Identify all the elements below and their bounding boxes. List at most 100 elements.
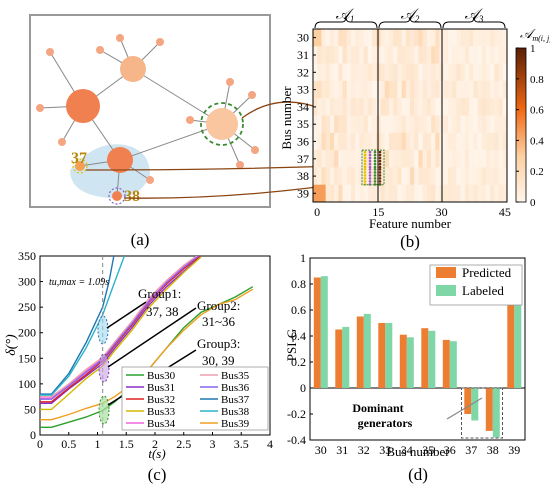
heatmap-cell bbox=[447, 29, 453, 47]
bar-plot-frame bbox=[309, 257, 526, 441]
bus-38-node bbox=[112, 191, 122, 201]
series-line bbox=[40, 256, 198, 398]
heatmap-cell bbox=[376, 98, 381, 116]
heatmap-cell bbox=[456, 132, 461, 151]
heatmap-cell bbox=[380, 29, 385, 47]
heatmap-cell bbox=[426, 115, 432, 134]
heatmap-cell bbox=[321, 63, 326, 82]
heatmap-cell bbox=[367, 46, 373, 64]
group-label-a2: 𝒜2 bbox=[401, 7, 420, 24]
heatmap-cell bbox=[410, 167, 415, 185]
heatmap-xlabel: Feature number bbox=[369, 216, 452, 231]
bar bbox=[313, 277, 321, 388]
heatmap-cell bbox=[401, 98, 407, 116]
heatmap-cell bbox=[317, 29, 322, 47]
heatmap-cell bbox=[422, 132, 428, 151]
heatmap-cell bbox=[473, 46, 478, 64]
heatmap-cell bbox=[485, 150, 491, 168]
heatmap-cell bbox=[393, 167, 398, 185]
heatmap-cell bbox=[490, 46, 495, 64]
bus-node bbox=[116, 34, 124, 42]
heatmap-cell bbox=[355, 150, 360, 168]
heatmap-cell bbox=[355, 98, 360, 116]
line-ylabel: δ(°) bbox=[4, 334, 19, 356]
heatmap-cell bbox=[447, 115, 453, 134]
heatmap-cell bbox=[321, 29, 326, 47]
heatmap-cell bbox=[325, 150, 331, 168]
heatmap-cell bbox=[321, 184, 326, 203]
heatmap-cell bbox=[405, 46, 411, 64]
heatmap-cell bbox=[456, 184, 461, 203]
heatmap-cell bbox=[418, 46, 423, 64]
heatmap-cell bbox=[473, 184, 478, 203]
heatmap-ytick: 30 bbox=[297, 31, 309, 45]
heatmap-cell bbox=[388, 63, 394, 82]
heatmap-cell bbox=[346, 184, 352, 203]
heatmap-ytick: 31 bbox=[297, 48, 309, 62]
heatmap-cell bbox=[321, 150, 326, 168]
heatmap-cell bbox=[363, 80, 369, 99]
heatmap-cell bbox=[321, 132, 326, 151]
heatmap-cell bbox=[359, 63, 364, 82]
bus-node bbox=[156, 38, 164, 46]
panel-d: -0.4 -0.2 0 0.2 0.4 0.6 0.8 1 30 31 32 33 34 35 36 37 38… bbox=[284, 251, 526, 484]
highlight-dot bbox=[373, 171, 377, 174]
heatmap-cell bbox=[414, 29, 419, 47]
heatmap-cell bbox=[342, 63, 348, 82]
heatmap-cell bbox=[422, 150, 428, 168]
heatmap-cell bbox=[384, 80, 390, 99]
heatmap-cell bbox=[384, 63, 390, 82]
heatmap-cell bbox=[325, 29, 331, 47]
heatmap-cell bbox=[367, 115, 373, 134]
highlight-dot bbox=[368, 174, 372, 177]
heatmap-cell bbox=[317, 150, 322, 168]
heatmap-ytick: 36 bbox=[297, 134, 309, 148]
heatmap-cell bbox=[355, 80, 360, 99]
heatmap-cell bbox=[418, 98, 423, 116]
heatmap-cell bbox=[380, 46, 385, 64]
highlight-ring bbox=[72, 158, 88, 174]
arrow bbox=[106, 301, 147, 329]
line-xtick: 2.5 bbox=[176, 437, 191, 451]
bus-node bbox=[46, 48, 54, 56]
colorbar-tick: 0.2 bbox=[530, 166, 544, 178]
heatmap-cell bbox=[490, 132, 495, 151]
heatmap-cell bbox=[384, 132, 390, 151]
heatmap-cell bbox=[464, 132, 470, 151]
heatmap-cell bbox=[464, 46, 470, 64]
heatmap-cell bbox=[443, 184, 449, 203]
heatmap-cell bbox=[346, 132, 352, 151]
heatmap-cell bbox=[477, 80, 482, 99]
heatmap-xtick: 30 bbox=[436, 205, 448, 219]
heatmap-cell bbox=[410, 46, 415, 64]
heatmap-cell bbox=[473, 29, 478, 47]
highlight-dot bbox=[378, 150, 382, 154]
heatmap-cell bbox=[498, 150, 504, 168]
bar-ylabel: PSI-G bbox=[284, 329, 299, 362]
line-ytick: 0 bbox=[30, 428, 36, 442]
heatmap-cell bbox=[317, 98, 322, 116]
heatmap-cell bbox=[342, 46, 348, 64]
heatmap-cell bbox=[393, 150, 398, 168]
highlight-dot bbox=[378, 153, 382, 157]
bar-xtick: 31 bbox=[336, 443, 348, 457]
heatmap-cell bbox=[329, 63, 335, 82]
heatmap-cell bbox=[401, 80, 407, 99]
heatmap-cell bbox=[350, 98, 356, 116]
heatmap-cell bbox=[490, 80, 495, 99]
heatmap-cell bbox=[460, 115, 466, 134]
heatmap-cell bbox=[338, 150, 343, 168]
heatmap-cell bbox=[443, 29, 449, 47]
heatmap-cell bbox=[350, 150, 356, 168]
heatmap-cell bbox=[342, 115, 348, 134]
colorbar-tick: 1 bbox=[530, 43, 536, 55]
heatmap-cell bbox=[431, 63, 436, 82]
heatmap-cell bbox=[363, 63, 369, 82]
heatmap-cell bbox=[321, 80, 326, 99]
heatmap-cell bbox=[376, 150, 381, 168]
heatmap-cell bbox=[469, 132, 474, 151]
caption-b: (b) bbox=[400, 232, 420, 251]
heatmap-cell bbox=[485, 29, 491, 47]
legend-entry: Bus37 bbox=[221, 394, 250, 406]
heatmap-cell bbox=[397, 29, 402, 47]
